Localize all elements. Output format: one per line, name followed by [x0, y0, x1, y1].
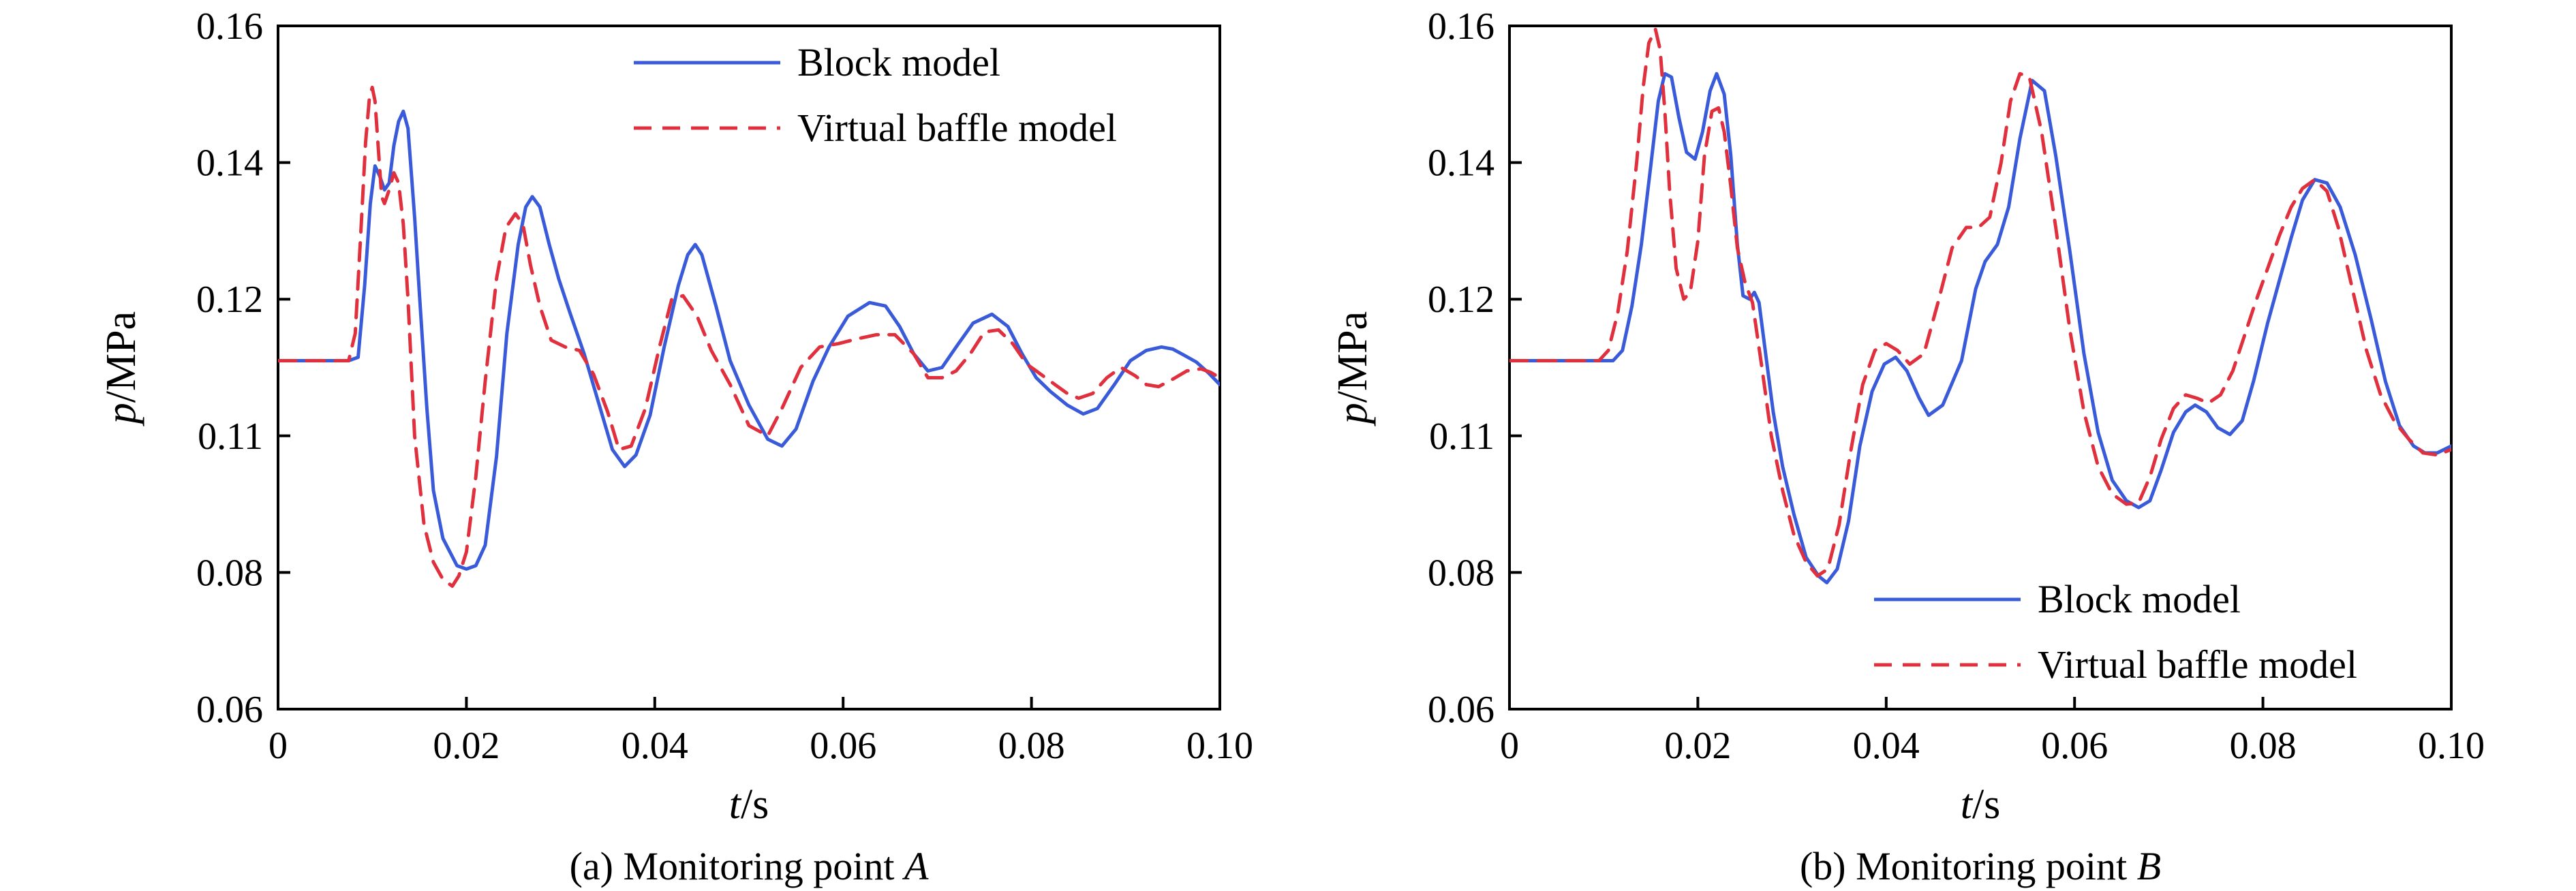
y-tick-label: 0.14	[1428, 142, 1494, 185]
caption-point-letter: A	[902, 844, 929, 888]
legend: Block model Virtual baffle model	[634, 40, 1117, 150]
x-tick-label: 0.04	[622, 725, 688, 767]
x-tick-label: 0.10	[2418, 725, 2485, 767]
panel-caption: (a) Monitoring point A	[570, 844, 929, 888]
series-line-virtual-baffle-model	[1509, 27, 2451, 578]
y-tick-label: 0.16	[1428, 5, 1494, 48]
x-tick-label: 0.04	[1853, 725, 1920, 767]
caption-text: (a) Monitoring point	[570, 844, 904, 888]
series-line-virtual-baffle-model	[278, 85, 1220, 588]
x-axis-label: t/s	[729, 781, 769, 828]
y-tick-label: 0.06	[1428, 689, 1494, 731]
legend-label: Block model	[797, 40, 1000, 84]
plot-frame	[1508, 25, 2453, 710]
x-tick-label: 0	[1500, 725, 1519, 767]
y-axis-symbol: p	[98, 403, 144, 426]
y-tick-label: 0.08	[1428, 552, 1494, 594]
y-tick-label: 0.12	[1428, 279, 1494, 321]
chart-panel-1: 0 0.02 0.04 0.06 0.08 0.10 0.06 0.08 0.11 0.12 0.1…	[98, 5, 1253, 888]
x-tick-label: 0.10	[1186, 725, 1253, 767]
x-tick-label: 0.06	[810, 725, 876, 767]
x-axis-symbol: t	[729, 781, 742, 828]
y-axis-symbol: p	[1330, 403, 1376, 426]
legend-label: Virtual baffle model	[2038, 642, 2357, 687]
series-line-block-model	[1509, 72, 2451, 584]
caption-text: (b) Monitoring point	[1800, 844, 2137, 888]
legend-label: Virtual baffle model	[797, 106, 1117, 150]
y-axis-unit: /MPa	[98, 311, 144, 403]
y-tick-label: 0.11	[1429, 416, 1494, 458]
legend-label: Block model	[2038, 577, 2241, 621]
y-tick-label: 0.11	[198, 416, 263, 458]
y-tick-label: 0.16	[196, 5, 263, 48]
x-axis-label: t/s	[1961, 781, 2001, 828]
y-tick-label: 0.12	[196, 279, 263, 321]
y-tick-label: 0.06	[196, 689, 263, 731]
series-line-block-model	[278, 109, 1220, 571]
chart-panel-2: 0 0.02 0.04 0.06 0.08 0.10 0.06 0.08 0.11 0.12 0.1…	[1330, 5, 2485, 888]
x-tick-label: 0.06	[2041, 725, 2108, 767]
x-axis-symbol: t	[1961, 781, 1974, 828]
legend: Block model Virtual baffle model	[1874, 577, 2357, 687]
x-tick-label: 0.02	[1664, 725, 1731, 767]
y-tick-label: 0.14	[196, 142, 263, 185]
x-axis-unit: /s	[1972, 781, 2000, 828]
y-axis-unit: /MPa	[1330, 311, 1376, 403]
x-tick-label: 0	[269, 725, 288, 767]
x-tick-label: 0.02	[433, 725, 500, 767]
plot-frame	[277, 25, 1221, 710]
panel-caption: (b) Monitoring point B	[1800, 844, 2161, 888]
y-axis-label: p/MPa	[98, 311, 144, 426]
y-axis-label: p/MPa	[1330, 311, 1376, 426]
x-axis-unit: /s	[741, 781, 769, 828]
x-tick-label: 0.08	[998, 725, 1065, 767]
x-tick-label: 0.08	[2230, 725, 2297, 767]
y-tick-label: 0.08	[196, 552, 263, 594]
caption-point-letter: B	[2137, 844, 2161, 888]
